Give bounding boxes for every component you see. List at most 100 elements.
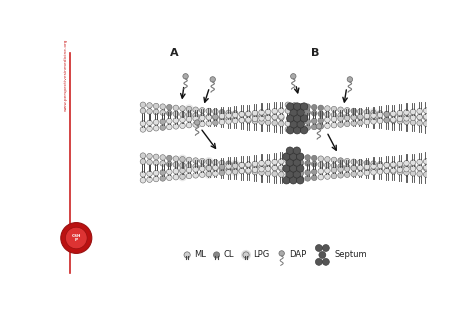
- Circle shape: [200, 166, 205, 172]
- Circle shape: [293, 115, 301, 122]
- Circle shape: [423, 172, 429, 177]
- Circle shape: [160, 176, 165, 181]
- Circle shape: [298, 176, 304, 182]
- Circle shape: [293, 171, 301, 178]
- Circle shape: [364, 160, 370, 166]
- Circle shape: [364, 170, 370, 176]
- Circle shape: [325, 168, 330, 173]
- Circle shape: [206, 115, 211, 120]
- Circle shape: [391, 112, 396, 117]
- Circle shape: [369, 114, 378, 123]
- Circle shape: [259, 166, 264, 172]
- Circle shape: [252, 116, 258, 122]
- Circle shape: [166, 155, 172, 161]
- Circle shape: [210, 77, 215, 82]
- Circle shape: [331, 173, 337, 179]
- Circle shape: [377, 163, 383, 169]
- Circle shape: [371, 116, 376, 122]
- Circle shape: [204, 163, 214, 172]
- Circle shape: [298, 125, 304, 131]
- Circle shape: [364, 113, 370, 119]
- Circle shape: [404, 116, 409, 121]
- Circle shape: [213, 114, 218, 119]
- Circle shape: [357, 114, 363, 119]
- Circle shape: [286, 159, 294, 166]
- Circle shape: [200, 172, 205, 177]
- Circle shape: [410, 109, 416, 115]
- Circle shape: [213, 171, 218, 176]
- Circle shape: [371, 163, 376, 169]
- Circle shape: [178, 155, 187, 164]
- Circle shape: [423, 166, 429, 171]
- Circle shape: [246, 163, 251, 168]
- Circle shape: [357, 115, 363, 120]
- Circle shape: [232, 111, 238, 116]
- Circle shape: [140, 108, 146, 113]
- Circle shape: [252, 169, 258, 175]
- Circle shape: [283, 165, 290, 172]
- Circle shape: [296, 165, 304, 172]
- Circle shape: [265, 166, 271, 171]
- Circle shape: [153, 160, 159, 166]
- Circle shape: [232, 118, 238, 123]
- Circle shape: [232, 163, 238, 169]
- Circle shape: [298, 160, 304, 166]
- Circle shape: [226, 167, 231, 172]
- Circle shape: [377, 118, 383, 123]
- Circle shape: [345, 166, 350, 172]
- Circle shape: [252, 110, 258, 116]
- Circle shape: [279, 158, 284, 164]
- Circle shape: [239, 111, 245, 117]
- Text: Septum: Septum: [334, 250, 367, 260]
- Circle shape: [140, 121, 146, 126]
- Circle shape: [305, 170, 310, 175]
- Circle shape: [287, 103, 294, 110]
- Circle shape: [160, 170, 165, 175]
- Circle shape: [219, 166, 225, 172]
- Circle shape: [404, 110, 409, 115]
- Circle shape: [226, 113, 231, 118]
- Circle shape: [219, 160, 225, 166]
- Circle shape: [193, 167, 199, 172]
- Circle shape: [305, 161, 310, 166]
- Circle shape: [316, 124, 321, 129]
- Circle shape: [252, 167, 258, 173]
- Circle shape: [285, 172, 291, 177]
- Circle shape: [173, 117, 179, 123]
- Circle shape: [338, 167, 343, 172]
- Circle shape: [160, 119, 165, 124]
- Circle shape: [160, 125, 165, 130]
- Circle shape: [377, 169, 383, 175]
- Circle shape: [232, 162, 238, 167]
- Circle shape: [219, 119, 225, 125]
- Circle shape: [293, 127, 301, 134]
- Circle shape: [259, 160, 264, 166]
- Circle shape: [279, 251, 284, 256]
- Circle shape: [204, 169, 214, 179]
- Circle shape: [384, 162, 390, 168]
- Circle shape: [232, 169, 238, 175]
- Circle shape: [285, 127, 291, 132]
- Circle shape: [325, 163, 330, 168]
- Circle shape: [147, 177, 152, 182]
- Circle shape: [166, 175, 172, 180]
- Circle shape: [285, 102, 291, 107]
- Circle shape: [377, 167, 383, 173]
- Circle shape: [351, 165, 356, 171]
- Circle shape: [200, 121, 205, 127]
- Circle shape: [318, 105, 324, 111]
- Circle shape: [166, 169, 172, 175]
- Circle shape: [252, 161, 258, 167]
- Circle shape: [184, 110, 194, 120]
- Circle shape: [410, 115, 416, 121]
- Circle shape: [357, 165, 363, 170]
- Circle shape: [246, 169, 251, 174]
- Circle shape: [194, 120, 200, 125]
- Circle shape: [351, 171, 356, 177]
- Circle shape: [377, 111, 383, 116]
- Circle shape: [291, 74, 296, 79]
- Circle shape: [391, 162, 396, 167]
- Circle shape: [272, 120, 277, 126]
- Circle shape: [292, 153, 297, 159]
- Circle shape: [423, 164, 429, 170]
